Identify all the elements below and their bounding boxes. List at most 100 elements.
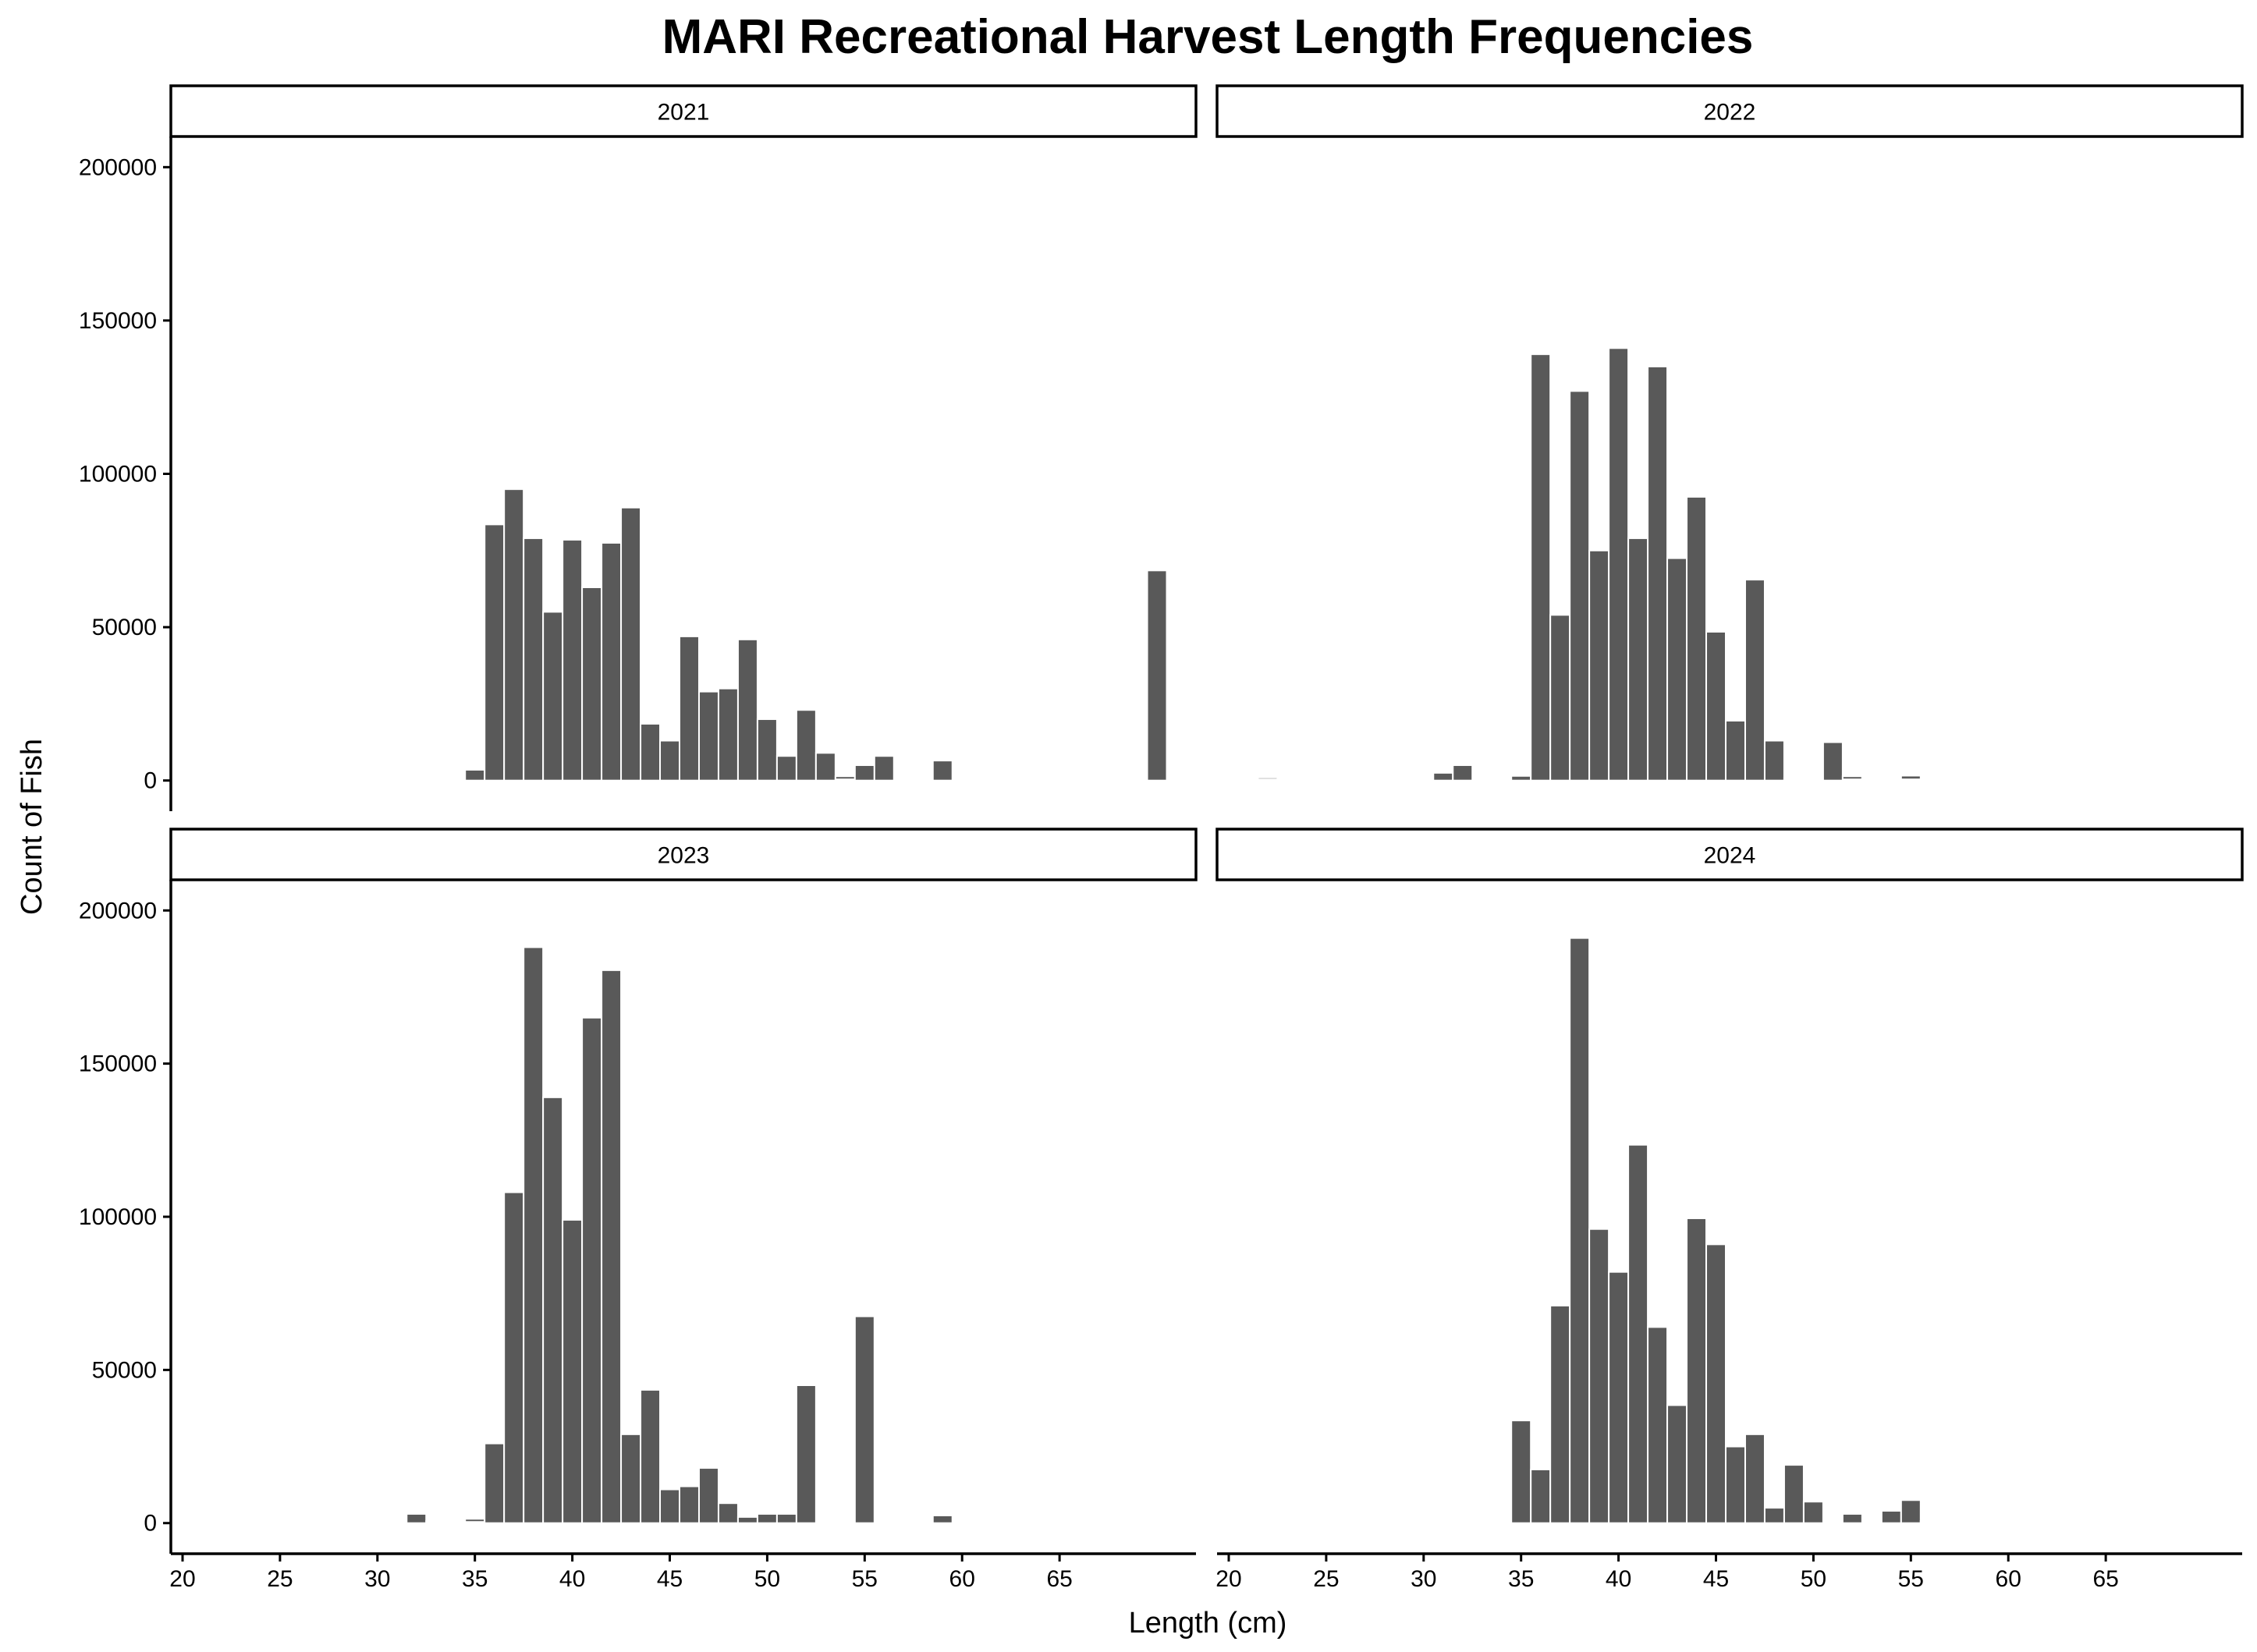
bar xyxy=(775,755,797,782)
facet-2021: 2021 0 50000 100000 150000 200000 xyxy=(79,84,1198,811)
bar xyxy=(640,722,662,782)
bar xyxy=(697,1467,719,1524)
bar xyxy=(736,638,758,782)
bar xyxy=(659,739,681,782)
bar xyxy=(1783,1464,1805,1524)
bar xyxy=(1530,1469,1552,1524)
bar xyxy=(484,1442,506,1524)
y-tick-label: 0 xyxy=(144,1511,157,1537)
x-axis-title: Length (cm) xyxy=(1129,1607,1287,1640)
bar xyxy=(1491,777,1513,781)
bar xyxy=(717,1502,739,1524)
bar xyxy=(1608,1271,1630,1524)
facet-strip-label: 2021 xyxy=(658,100,710,126)
bar xyxy=(795,1384,817,1524)
x-tick-label: 20 xyxy=(1215,1566,1241,1592)
bar xyxy=(1744,579,1765,782)
facet-2022: 2022 xyxy=(1215,84,2244,782)
facet-strip xyxy=(1215,84,2244,138)
bar xyxy=(1068,778,1090,782)
bar xyxy=(1705,630,1727,782)
bar xyxy=(601,541,623,782)
x-tick-label: 35 xyxy=(462,1566,488,1592)
x-tick-label: 50 xyxy=(1801,1566,1826,1592)
bar xyxy=(1647,1326,1669,1524)
y-tick-label: 200000 xyxy=(79,898,157,923)
x-tick-label: 45 xyxy=(657,1566,683,1592)
bar xyxy=(1978,1520,2000,1524)
x-tick-label: 60 xyxy=(949,1566,975,1592)
x-tick-label: 35 xyxy=(1508,1566,1534,1592)
x-tick-label: 60 xyxy=(1996,1566,2021,1592)
x-tick-label: 50 xyxy=(754,1566,780,1592)
bar xyxy=(932,760,953,782)
bar xyxy=(620,1433,642,1524)
bar xyxy=(1763,1507,1785,1524)
bar xyxy=(1783,777,1805,781)
x-tick-label: 65 xyxy=(2092,1566,2118,1592)
bar xyxy=(1510,1420,1532,1524)
bar xyxy=(1627,537,1649,782)
bar xyxy=(1705,1243,1727,1524)
bar xyxy=(503,1191,525,1524)
bar xyxy=(1510,775,1532,782)
bar xyxy=(1049,778,1070,782)
bar xyxy=(679,635,700,782)
y-tick-label: 150000 xyxy=(79,308,157,334)
bar xyxy=(1919,1520,1941,1524)
bar xyxy=(1627,1143,1649,1524)
bar xyxy=(1588,549,1610,782)
bar xyxy=(523,946,545,1524)
x-tick-label: 65 xyxy=(1046,1566,1072,1592)
bar xyxy=(1802,1501,1824,1524)
bar xyxy=(640,1388,662,1524)
chart-title: MARI Recreational Harvest Length Frequen… xyxy=(662,10,1754,64)
bar xyxy=(1146,569,1168,782)
x-tick-label: 30 xyxy=(1411,1566,1436,1592)
bar xyxy=(1588,1228,1610,1524)
bar xyxy=(1802,778,1824,782)
bar xyxy=(736,1516,758,1524)
bar xyxy=(1841,1512,1863,1524)
facet-strip xyxy=(169,84,1198,138)
bar xyxy=(1549,1304,1571,1524)
bar xyxy=(853,1315,875,1524)
bar xyxy=(464,1518,486,1523)
bar xyxy=(1569,937,1591,1524)
facet-strip xyxy=(1215,828,2244,881)
bar xyxy=(620,506,642,782)
bar xyxy=(425,1520,447,1524)
bar xyxy=(1666,1404,1688,1524)
bar xyxy=(581,586,603,782)
bar xyxy=(1666,557,1688,782)
y-tick-label: 100000 xyxy=(79,462,157,487)
y-tick-label: 150000 xyxy=(79,1051,157,1077)
bar xyxy=(834,775,856,781)
bar xyxy=(932,1514,953,1524)
bar xyxy=(1257,776,1279,781)
facet-strip-label: 2022 xyxy=(1704,100,1756,126)
bar xyxy=(1686,495,1708,782)
bar xyxy=(1763,739,1785,782)
bar xyxy=(211,778,232,782)
bar xyxy=(406,1512,428,1524)
bar xyxy=(1647,365,1669,782)
bar xyxy=(503,488,525,782)
x-tick-label: 20 xyxy=(169,1566,195,1592)
bar xyxy=(1900,775,1922,781)
bar xyxy=(1452,764,1474,782)
bar xyxy=(542,1096,564,1524)
bar xyxy=(1958,1520,1980,1524)
bar xyxy=(562,1218,584,1524)
bar xyxy=(814,752,836,782)
bar xyxy=(1686,1217,1708,1524)
bar xyxy=(464,768,486,782)
x-tick-label: 25 xyxy=(1313,1566,1339,1592)
bar xyxy=(795,709,817,782)
bar xyxy=(756,718,778,782)
bar xyxy=(775,1512,797,1524)
bar xyxy=(523,537,545,782)
x-tick-label: 55 xyxy=(1898,1566,1924,1592)
bar xyxy=(1822,741,1844,782)
bar xyxy=(659,1488,681,1524)
